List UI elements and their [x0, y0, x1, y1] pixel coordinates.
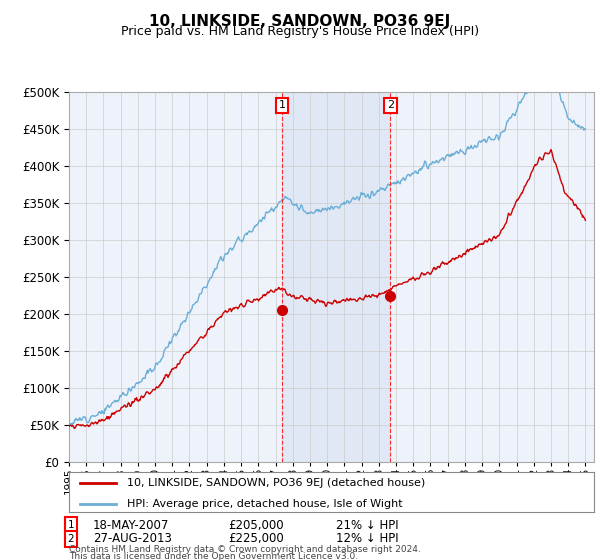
Text: Price paid vs. HM Land Registry's House Price Index (HPI): Price paid vs. HM Land Registry's House … — [121, 25, 479, 38]
Text: 10, LINKSIDE, SANDOWN, PO36 9EJ: 10, LINKSIDE, SANDOWN, PO36 9EJ — [149, 14, 451, 29]
Text: 18-MAY-2007: 18-MAY-2007 — [93, 519, 169, 532]
Text: HPI: Average price, detached house, Isle of Wight: HPI: Average price, detached house, Isle… — [127, 498, 403, 508]
Text: 1: 1 — [67, 520, 74, 530]
Text: 10, LINKSIDE, SANDOWN, PO36 9EJ (detached house): 10, LINKSIDE, SANDOWN, PO36 9EJ (detache… — [127, 478, 425, 488]
Text: 21% ↓ HPI: 21% ↓ HPI — [336, 519, 398, 532]
Text: 27-AUG-2013: 27-AUG-2013 — [93, 532, 172, 545]
Text: Contains HM Land Registry data © Crown copyright and database right 2024.: Contains HM Land Registry data © Crown c… — [69, 545, 421, 554]
Text: £205,000: £205,000 — [228, 519, 284, 532]
Text: 1: 1 — [278, 100, 286, 110]
Text: This data is licensed under the Open Government Licence v3.0.: This data is licensed under the Open Gov… — [69, 552, 358, 560]
Text: £225,000: £225,000 — [228, 532, 284, 545]
Text: 12% ↓ HPI: 12% ↓ HPI — [336, 532, 398, 545]
Bar — [282, 92, 391, 462]
Text: 2: 2 — [67, 534, 74, 544]
Text: 2: 2 — [387, 100, 394, 110]
